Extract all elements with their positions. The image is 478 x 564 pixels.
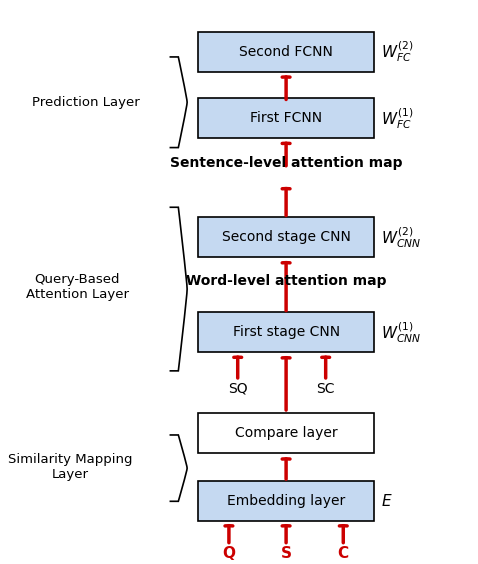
Text: $E$: $E$: [380, 493, 392, 509]
Text: Compare layer: Compare layer: [235, 426, 337, 440]
Text: $W_{CNN}^{(2)}$: $W_{CNN}^{(2)}$: [380, 224, 421, 249]
Text: $W_{CNN}^{(1)}$: $W_{CNN}^{(1)}$: [380, 320, 421, 345]
Text: Embedding layer: Embedding layer: [227, 494, 345, 508]
Text: S: S: [281, 546, 292, 561]
Text: Similarity Mapping
Layer: Similarity Mapping Layer: [8, 453, 133, 481]
Text: Prediction Layer: Prediction Layer: [32, 96, 140, 109]
Text: Second stage CNN: Second stage CNN: [222, 230, 350, 244]
FancyBboxPatch shape: [198, 413, 374, 453]
Text: $W_{FC}^{(2)}$: $W_{FC}^{(2)}$: [380, 39, 413, 64]
Text: First stage CNN: First stage CNN: [232, 325, 340, 339]
Text: Word-level attention map: Word-level attention map: [186, 274, 386, 288]
FancyBboxPatch shape: [198, 32, 374, 72]
Text: First FCNN: First FCNN: [250, 111, 322, 125]
FancyBboxPatch shape: [198, 217, 374, 257]
FancyBboxPatch shape: [198, 481, 374, 521]
Text: $W_{FC}^{(1)}$: $W_{FC}^{(1)}$: [380, 106, 413, 131]
Text: SC: SC: [316, 382, 335, 395]
Text: Sentence-level attention map: Sentence-level attention map: [170, 156, 402, 170]
Text: Second FCNN: Second FCNN: [239, 45, 333, 59]
FancyBboxPatch shape: [198, 98, 374, 138]
Text: Query-Based
Attention Layer: Query-Based Attention Layer: [26, 274, 129, 301]
Text: Q: Q: [222, 546, 236, 561]
Text: SQ: SQ: [228, 382, 248, 395]
Text: C: C: [338, 546, 349, 561]
FancyBboxPatch shape: [198, 312, 374, 352]
